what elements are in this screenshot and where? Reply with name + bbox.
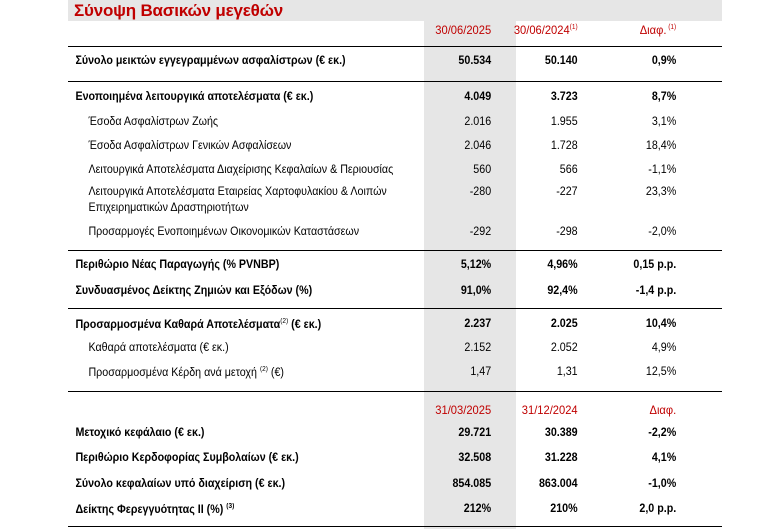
value-prior: -298 bbox=[556, 226, 578, 238]
row-label: Ενοποιημένα λειτουργικά αποτελέσματα (€ … bbox=[75, 91, 314, 103]
col-header-diff-text: Διαφ. bbox=[639, 23, 667, 37]
current-period-column-shade bbox=[424, 21, 516, 529]
value-prior: 863.004 bbox=[538, 478, 578, 490]
value-prior: 92,4% bbox=[547, 285, 578, 297]
value-current: -292 bbox=[469, 226, 492, 238]
row-label: Προσαρμοσμένα Κέρδη ανά μετοχή (2) (€) bbox=[88, 366, 284, 379]
row-label-unit: (€) bbox=[267, 367, 284, 379]
value-current: 4.049 bbox=[464, 91, 492, 103]
row-label: Προσαρμοσμένα Καθαρά Αποτελέσματα(2) (€ … bbox=[75, 318, 321, 331]
value-diff: -1,4 p.p. bbox=[635, 285, 677, 297]
row-label: Λειτουργικά Αποτελέσματα Εταιρείας Χαρτο… bbox=[88, 186, 387, 198]
row-label: Λειτουργικά Αποτελέσματα Διαχείρισης Κεφ… bbox=[88, 164, 394, 176]
value-diff: 0,9% bbox=[651, 55, 677, 67]
value-prior: 566 bbox=[559, 164, 578, 176]
value-current: 29.721 bbox=[458, 427, 492, 439]
footnote-ref: (1) bbox=[666, 24, 677, 31]
value-current: 2.152 bbox=[464, 342, 492, 354]
row-label: Περιθώριο Κερδοφορίας Συμβολαίων (€ εκ.) bbox=[75, 452, 299, 464]
value-current: 50.534 bbox=[458, 55, 492, 67]
value-current: 2.016 bbox=[464, 116, 492, 128]
divider bbox=[68, 308, 722, 309]
value-diff: -1,0% bbox=[648, 478, 677, 490]
divider bbox=[68, 46, 722, 47]
value-prior: 2.052 bbox=[550, 342, 578, 354]
row-label: Περιθώριο Νέας Παραγωγής (% PVNBP) bbox=[75, 259, 280, 271]
value-current: 5,12% bbox=[460, 259, 492, 271]
value-diff: 23,3% bbox=[645, 186, 677, 198]
value-diff: 2,0 p.p. bbox=[639, 503, 677, 515]
value-diff: 3,1% bbox=[651, 116, 677, 128]
row-label: Καθαρά αποτελέσματα (€ εκ.) bbox=[88, 342, 229, 354]
value-diff: 10,4% bbox=[645, 318, 677, 330]
col-header-diff: Διαφ. (1) bbox=[576, 23, 676, 37]
value-current: 560 bbox=[473, 164, 492, 176]
value-diff: 12,5% bbox=[645, 366, 677, 378]
col-header-current: 30/06/2025 bbox=[435, 23, 492, 37]
value-diff: 4,9% bbox=[651, 342, 677, 354]
value-diff: 18,4% bbox=[645, 140, 677, 152]
row-label: Έσοδα Ασφαλίστρων Γενικών Ασφαλίσεων bbox=[88, 140, 292, 152]
footnote-ref: (2) bbox=[280, 318, 289, 325]
col-header-prior: 31/12/2024 bbox=[521, 403, 578, 417]
value-prior: 1.955 bbox=[550, 116, 578, 128]
value-diff: -2,0% bbox=[648, 226, 677, 238]
section-title: Σύνοψη Βασικών μεγεθών bbox=[68, 0, 722, 21]
value-prior: 210% bbox=[550, 503, 578, 515]
footnote-ref: (3) bbox=[226, 503, 235, 510]
row-label-text: Προσαρμοσμένα Καθαρά Αποτελέσματα bbox=[75, 319, 281, 331]
row-label: Σύνολο μεικτών εγγεγραμμένων ασφαλίστρων… bbox=[75, 55, 346, 67]
value-current: 854.085 bbox=[452, 478, 492, 490]
row-label: Συνδυασμένος Δείκτης Ζημιών και Εξόδων (… bbox=[75, 285, 313, 297]
value-prior: 50.140 bbox=[544, 55, 578, 67]
row-label: Σύνολο κεφαλαίων υπό διαχείριση (€ εκ.) bbox=[75, 478, 286, 490]
divider bbox=[68, 250, 722, 251]
row-label-text: Δείκτης Φερεγγυότητας ΙΙ (%) bbox=[75, 504, 227, 516]
value-prior: -227 bbox=[556, 186, 578, 198]
value-current: 212% bbox=[463, 503, 492, 515]
value-prior: 3.723 bbox=[550, 91, 578, 103]
value-diff: 8,7% bbox=[651, 91, 677, 103]
value-prior: 1.728 bbox=[550, 140, 578, 152]
value-prior: 1,31 bbox=[556, 366, 578, 378]
row-label: Δείκτης Φερεγγυότητας ΙΙ (%) (3) bbox=[75, 503, 234, 516]
divider bbox=[68, 526, 722, 527]
value-current: 2.237 bbox=[464, 318, 492, 330]
value-diff: -1,1% bbox=[648, 164, 677, 176]
value-prior: 31.228 bbox=[544, 452, 578, 464]
value-prior: 30.389 bbox=[544, 427, 578, 439]
value-diff: 4,1% bbox=[651, 452, 677, 464]
row-label: Μετοχικό κεφάλαιο (€ εκ.) bbox=[75, 427, 205, 439]
divider bbox=[68, 81, 722, 82]
footnote-ref: (2) bbox=[259, 366, 268, 373]
col-header-prior-text: 30/06/2024 bbox=[513, 23, 570, 37]
value-current: 2.046 bbox=[464, 140, 492, 152]
value-diff: 0,15 p.p. bbox=[633, 259, 677, 271]
value-current: 1,47 bbox=[470, 366, 492, 378]
row-label-continued: Επιχειρηματικών Δραστηριοτήτων bbox=[88, 202, 249, 214]
value-current: -280 bbox=[469, 186, 492, 198]
value-prior: 4,96% bbox=[547, 259, 578, 271]
value-diff: -2,2% bbox=[648, 427, 677, 439]
divider bbox=[68, 391, 722, 392]
col-header-prior: 30/06/2024(1) bbox=[487, 23, 578, 37]
row-label: Προσαρμογές Ενοποιημένων Οικονομικών Κατ… bbox=[88, 226, 360, 238]
row-label-unit: (€ εκ.) bbox=[288, 319, 322, 331]
value-current: 91,0% bbox=[460, 285, 492, 297]
row-label: Έσοδα Ασφαλίστρων Ζωής bbox=[88, 116, 219, 128]
footnote-ref: (1) bbox=[569, 24, 578, 31]
value-prior: 2.025 bbox=[550, 318, 578, 330]
row-label-text: Προσαρμοσμένα Κέρδη ανά μετοχή bbox=[88, 367, 260, 379]
col-header-current: 31/03/2025 bbox=[435, 403, 492, 417]
col-header-diff: Διαφ. bbox=[649, 403, 677, 417]
value-current: 32.508 bbox=[458, 452, 492, 464]
